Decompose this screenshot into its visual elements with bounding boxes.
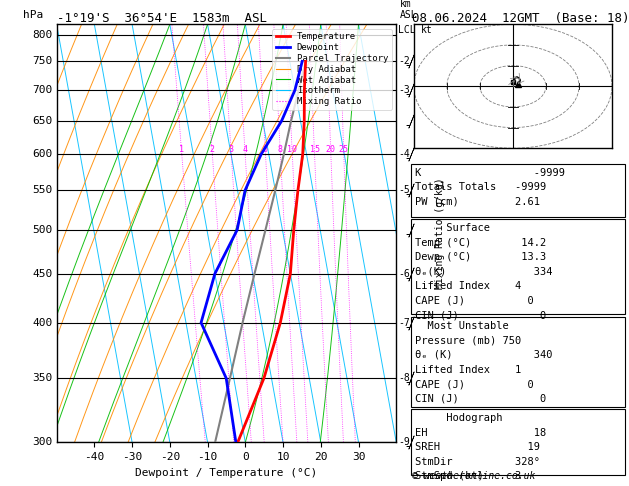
Text: km
ASL: km ASL — [399, 0, 417, 20]
Text: 1: 1 — [179, 145, 184, 154]
Text: -8: -8 — [398, 373, 410, 383]
Text: 15: 15 — [309, 145, 320, 154]
Text: -3: -3 — [398, 85, 410, 95]
Text: Hodograph: Hodograph — [415, 413, 502, 423]
Text: 350: 350 — [33, 373, 53, 383]
Text: 800: 800 — [33, 30, 53, 39]
Text: Mixing Ratio (g/kg): Mixing Ratio (g/kg) — [435, 177, 445, 289]
Text: CAPE (J)          0: CAPE (J) 0 — [415, 379, 533, 389]
Text: 550: 550 — [33, 185, 53, 195]
Text: Temp (°C)        14.2: Temp (°C) 14.2 — [415, 238, 546, 248]
Text: PW (cm)         2.61: PW (cm) 2.61 — [415, 197, 540, 207]
Text: 2: 2 — [210, 145, 215, 154]
Text: StmSpd (kt)     3: StmSpd (kt) 3 — [415, 471, 521, 482]
Text: 08.06.2024  12GMT  (Base: 18): 08.06.2024 12GMT (Base: 18) — [412, 12, 629, 25]
Text: hPa: hPa — [23, 10, 43, 20]
Text: Lifted Index    4: Lifted Index 4 — [415, 281, 521, 292]
Text: EH                 18: EH 18 — [415, 428, 546, 438]
Text: 500: 500 — [33, 225, 53, 235]
Text: 3: 3 — [229, 145, 234, 154]
Text: CIN (J)             0: CIN (J) 0 — [415, 311, 546, 321]
Text: Pressure (mb) 750: Pressure (mb) 750 — [415, 335, 521, 346]
X-axis label: Dewpoint / Temperature (°C): Dewpoint / Temperature (°C) — [135, 468, 318, 478]
Text: -9: -9 — [398, 437, 410, 447]
Text: 10: 10 — [287, 145, 298, 154]
Text: Surface: Surface — [415, 223, 489, 233]
Text: 450: 450 — [33, 269, 53, 279]
Text: θₑ (K)             340: θₑ (K) 340 — [415, 350, 552, 360]
Text: -4: -4 — [398, 149, 410, 159]
Text: 400: 400 — [33, 318, 53, 328]
Text: StmDir          328°: StmDir 328° — [415, 457, 540, 467]
Text: 700: 700 — [33, 85, 53, 95]
Text: kt: kt — [421, 25, 432, 35]
Text: -2: -2 — [398, 56, 410, 67]
Text: CIN (J)             0: CIN (J) 0 — [415, 394, 546, 404]
Text: Lifted Index    1: Lifted Index 1 — [415, 364, 521, 375]
Text: CAPE (J)          0: CAPE (J) 0 — [415, 296, 533, 306]
Text: 300: 300 — [33, 437, 53, 447]
Text: © weatheronline.co.uk: © weatheronline.co.uk — [412, 471, 535, 481]
Text: Dewp (°C)        13.3: Dewp (°C) 13.3 — [415, 252, 546, 262]
Text: 650: 650 — [33, 116, 53, 126]
Text: 6: 6 — [263, 145, 268, 154]
Text: θₑ(K)              334: θₑ(K) 334 — [415, 267, 552, 277]
Text: -5: -5 — [398, 185, 410, 195]
Text: 4: 4 — [243, 145, 248, 154]
Legend: Temperature, Dewpoint, Parcel Trajectory, Dry Adiabat, Wet Adiabat, Isotherm, Mi: Temperature, Dewpoint, Parcel Trajectory… — [272, 29, 392, 110]
Text: 8: 8 — [278, 145, 283, 154]
Text: SREH              19: SREH 19 — [415, 442, 540, 452]
Text: Totals Totals   -9999: Totals Totals -9999 — [415, 182, 546, 192]
Text: -1°19'S  36°54'E  1583m  ASL: -1°19'S 36°54'E 1583m ASL — [57, 12, 267, 25]
Text: 25: 25 — [339, 145, 348, 154]
Text: -7: -7 — [398, 318, 410, 328]
Text: LCL: LCL — [398, 25, 416, 35]
Text: Most Unstable: Most Unstable — [415, 321, 508, 331]
Text: 20: 20 — [326, 145, 336, 154]
Text: K                  -9999: K -9999 — [415, 168, 564, 178]
Text: 750: 750 — [33, 56, 53, 67]
Text: 600: 600 — [33, 149, 53, 159]
Text: -6: -6 — [398, 269, 410, 279]
